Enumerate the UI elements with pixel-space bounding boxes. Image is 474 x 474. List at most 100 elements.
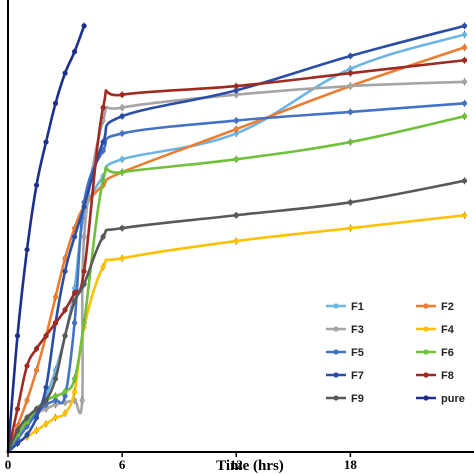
data-point bbox=[461, 79, 468, 85]
data-point bbox=[52, 414, 59, 421]
legend-label: F1 bbox=[351, 301, 364, 313]
data-point bbox=[14, 333, 21, 339]
data-point bbox=[233, 117, 239, 124]
data-point bbox=[24, 247, 30, 253]
x-tick-label: 0 bbox=[5, 457, 12, 472]
data-point bbox=[233, 83, 239, 89]
data-point bbox=[233, 92, 239, 98]
data-point bbox=[62, 307, 68, 313]
legend-item-F5: F5 bbox=[326, 347, 364, 359]
x-tick-label: 18 bbox=[344, 457, 358, 472]
data-point bbox=[100, 139, 106, 145]
x-tick-layer: 0 6 12 18 bbox=[5, 452, 358, 472]
legend-label: F4 bbox=[441, 324, 455, 336]
data-point bbox=[62, 410, 68, 416]
data-point bbox=[71, 376, 78, 382]
data-point bbox=[347, 109, 353, 115]
legend-item-pure: pure bbox=[416, 393, 465, 405]
legend: F1 F2 F3 F4 F5 F6 F7 F8 F9 pure bbox=[318, 292, 474, 412]
data-point bbox=[347, 66, 353, 72]
data-point bbox=[33, 182, 40, 188]
data-point bbox=[71, 320, 78, 326]
legend-item-F7: F7 bbox=[326, 370, 364, 382]
data-point bbox=[233, 130, 239, 137]
data-point bbox=[52, 376, 59, 382]
x-axis-title: Time (hrs) bbox=[216, 458, 284, 474]
series-F8 bbox=[6, 56, 468, 454]
legend-marker bbox=[333, 372, 339, 378]
legend-marker bbox=[423, 303, 429, 309]
data-point bbox=[33, 367, 40, 373]
data-point bbox=[461, 212, 468, 218]
legend-item-F4: F4 bbox=[416, 324, 455, 336]
data-point bbox=[52, 397, 59, 403]
data-point bbox=[119, 113, 125, 119]
data-point bbox=[119, 169, 125, 175]
data-point bbox=[24, 397, 30, 403]
data-point bbox=[81, 204, 87, 210]
data-point bbox=[33, 414, 40, 421]
data-point bbox=[461, 178, 468, 184]
data-point bbox=[347, 53, 353, 59]
data-point bbox=[52, 393, 59, 399]
data-point bbox=[52, 320, 59, 326]
data-point bbox=[347, 225, 353, 231]
legend-item-F2: F2 bbox=[416, 301, 454, 313]
data-point bbox=[43, 139, 49, 145]
legend-label: F6 bbox=[441, 347, 454, 359]
data-point bbox=[461, 113, 468, 119]
axes-layer bbox=[7, 0, 474, 453]
data-point bbox=[119, 156, 125, 162]
data-point bbox=[71, 234, 78, 240]
legend-marker bbox=[423, 326, 429, 332]
legend-label: pure bbox=[441, 393, 465, 405]
data-point bbox=[14, 427, 21, 434]
data-point bbox=[71, 49, 78, 55]
data-point bbox=[81, 234, 87, 240]
legend-marker bbox=[333, 349, 339, 355]
legend-marker bbox=[333, 326, 339, 332]
data-point bbox=[100, 105, 106, 111]
data-point bbox=[100, 234, 106, 240]
data-point bbox=[100, 264, 106, 270]
series-pure bbox=[6, 22, 87, 454]
data-point bbox=[62, 255, 68, 261]
data-point bbox=[461, 23, 468, 29]
data-point bbox=[43, 406, 49, 412]
data-point bbox=[62, 333, 68, 339]
series-F6 bbox=[6, 112, 468, 454]
data-point bbox=[33, 427, 40, 434]
series-line-pure bbox=[6, 24, 86, 454]
legend-marker bbox=[333, 395, 339, 401]
legend-label: F2 bbox=[441, 301, 454, 313]
data-point bbox=[461, 31, 468, 38]
data-point bbox=[119, 255, 125, 261]
data-point bbox=[347, 70, 353, 76]
data-point bbox=[62, 393, 68, 399]
data-point bbox=[81, 268, 87, 274]
x-tick-label: 6 bbox=[119, 457, 126, 472]
data-point bbox=[233, 238, 239, 244]
data-point bbox=[100, 178, 106, 184]
legend-item-F3: F3 bbox=[326, 324, 364, 336]
series-line-F6 bbox=[6, 114, 466, 454]
data-point bbox=[79, 397, 85, 403]
series-F4 bbox=[6, 211, 468, 454]
legend-label: F7 bbox=[351, 370, 364, 382]
legend-marker bbox=[423, 349, 429, 355]
data-point bbox=[233, 156, 239, 162]
data-point bbox=[33, 346, 40, 352]
data-point bbox=[43, 384, 49, 391]
data-point bbox=[52, 294, 59, 300]
data-point bbox=[24, 432, 30, 438]
data-point bbox=[347, 139, 353, 145]
data-point bbox=[62, 268, 68, 274]
data-point bbox=[461, 44, 468, 50]
data-point bbox=[14, 406, 21, 412]
series-line-F8 bbox=[6, 58, 466, 454]
data-point bbox=[71, 298, 78, 304]
series-F7 bbox=[6, 22, 468, 454]
legend-label: F3 bbox=[351, 324, 364, 336]
legend-label: F9 bbox=[351, 393, 364, 405]
